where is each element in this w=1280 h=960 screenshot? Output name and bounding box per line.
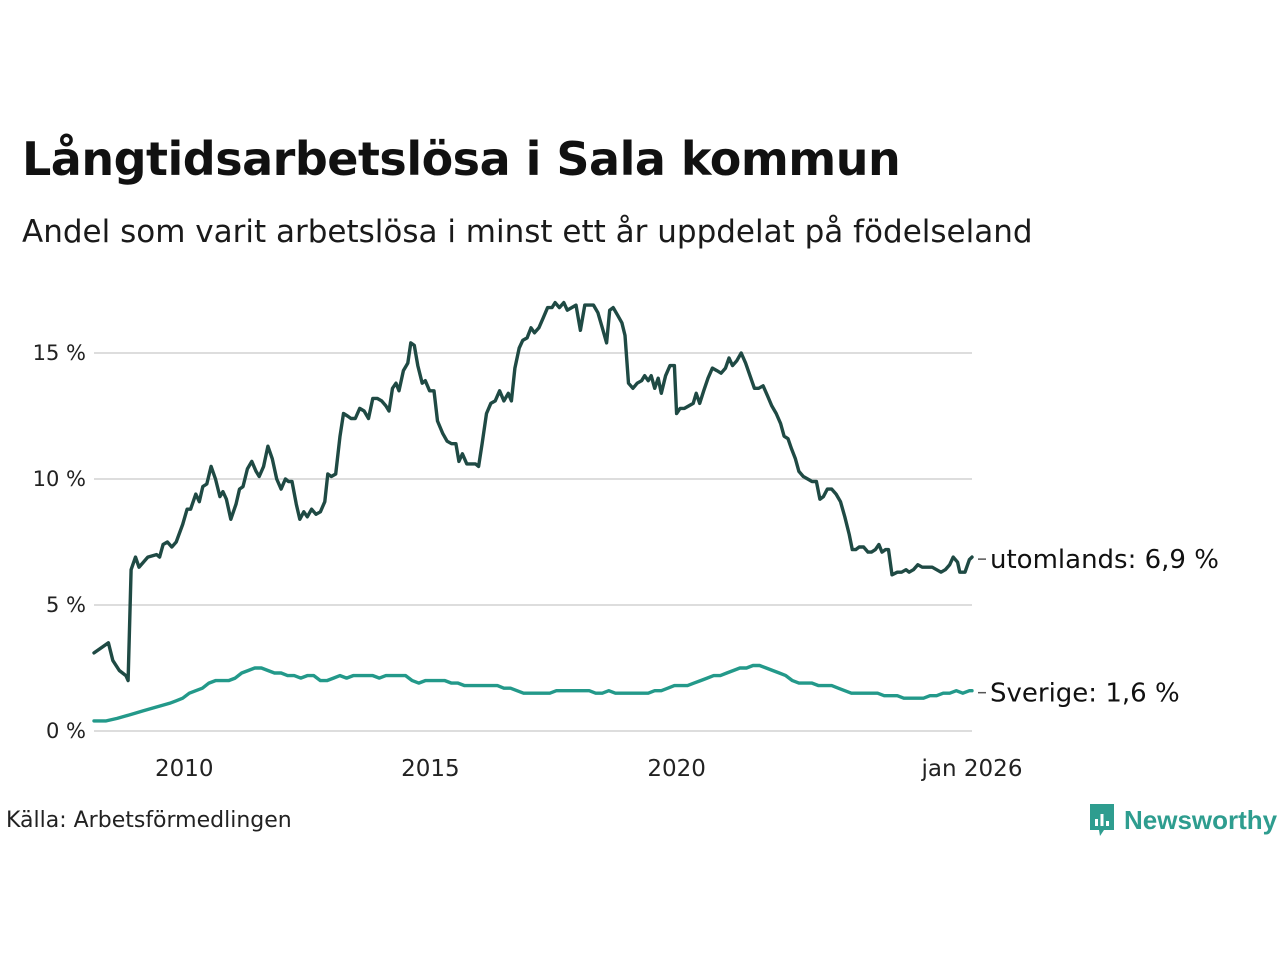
grid-lines xyxy=(94,352,972,732)
newsworthy-logo-text: Newsworthy xyxy=(1124,804,1278,835)
series-line-sverige xyxy=(92,663,974,723)
y-tick-label-10: 10 % xyxy=(33,467,86,491)
source-note: Källa: Arbetsförmedlingen xyxy=(6,808,292,833)
newsworthy-logo-icon xyxy=(1090,804,1114,836)
chart-title: Långtidsarbetslösa i Sala kommun xyxy=(22,132,901,186)
x-tick-label-jan-2026: jan 2026 xyxy=(921,756,1023,782)
x-tick-label-2015: 2015 xyxy=(401,756,460,782)
y-tick-label-15: 15 % xyxy=(33,341,86,365)
end-label-sverige: Sverige: 1,6 % xyxy=(990,679,1180,709)
y-tick-label-0: 0 % xyxy=(46,719,86,743)
x-tick-label-2020: 2020 xyxy=(647,756,706,782)
x-tick-label-2010: 2010 xyxy=(155,756,214,782)
newsworthy-logo[interactable]: Newsworthy xyxy=(1088,802,1277,838)
series-lines xyxy=(92,300,974,723)
series-line-utomlands xyxy=(92,300,974,683)
tick-labels: 0 % 5 % 10 % 15 % 2010 2015 2020 jan 2026 utomla… xyxy=(33,341,1219,782)
y-tick-label-5: 5 % xyxy=(46,593,86,617)
end-label-utomlands: utomlands: 6,9 % xyxy=(990,545,1219,575)
chart-subtitle: Andel som varit arbetslösa i minst ett å… xyxy=(22,214,1033,250)
